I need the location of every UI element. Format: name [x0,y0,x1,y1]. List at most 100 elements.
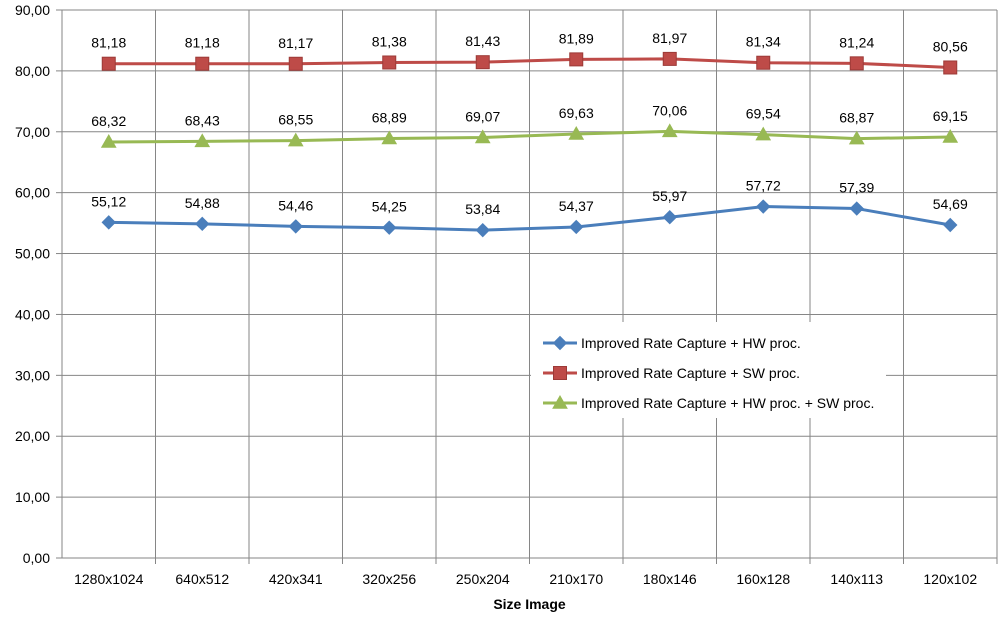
series-1: 55,12 54,88 54,46 54,25 53,84 54,37 55,97 57,72… [91,178,968,238]
y-tick-label: 30,00 [15,367,50,383]
data-label: 81,17 [278,35,313,51]
data-label: 81,18 [185,35,220,51]
data-point [849,56,864,71]
series-line [108,129,951,144]
legend-item: Improved Rate Capture + HW proc. [543,335,801,351]
data-label: 81,18 [91,35,126,51]
legend-swatch-marker [553,366,567,380]
data-label: 55,12 [91,193,126,209]
data-label: 69,15 [933,108,968,124]
x-tick-label: 120x102 [923,571,977,587]
data-point [848,130,865,145]
data-point [755,126,772,141]
y-tick-label: 90,00 [15,2,50,18]
y-tick-label: 50,00 [15,246,50,262]
x-tick-label: 140x113 [830,571,883,587]
data-label: 81,89 [559,30,594,46]
y-tick-label: 80,00 [15,63,50,79]
data-label: 57,72 [746,178,781,194]
legend-label: Improved Rate Capture + HW proc. [581,335,801,351]
data-label: 53,84 [465,201,500,217]
data-label: 69,54 [746,106,781,122]
series-3: 68,32 68,43 68,55 68,89 69,07 69,63 70,06 69,54… [91,102,968,148]
data-point [569,52,584,67]
data-label: 70,06 [652,102,687,118]
data-label: 69,63 [559,105,594,121]
legend-swatch-marker [552,335,568,351]
data-point [195,56,210,71]
y-tick-label: 20,00 [15,428,50,444]
x-tick-label: 180x146 [643,571,697,587]
series-line [108,57,951,69]
data-label: 81,38 [372,33,407,49]
data-point [943,60,958,75]
data-point [568,126,585,140]
data-label: 81,34 [746,34,781,50]
data-point [942,128,959,143]
data-label: 68,89 [372,110,407,126]
data-point [287,132,304,147]
x-tick-label: 640x512 [175,571,229,587]
legend-label: Improved Rate Capture + SW proc. [581,365,800,381]
y-tick-label: 0,00 [23,550,50,566]
data-point [381,130,398,145]
data-point [101,215,116,230]
data-point [195,216,210,232]
y-tick-label: 10,00 [15,489,50,505]
data-label: 55,97 [652,188,687,204]
x-tick-label: 210x170 [549,571,603,587]
x-tick-label: 1280x1024 [74,571,144,587]
x-tick-label: 250x204 [456,571,510,587]
data-point [661,123,678,138]
data-point [194,133,211,148]
y-tick-label: 60,00 [15,185,50,201]
y-tick-label: 70,00 [15,124,50,140]
data-label: 81,24 [839,34,874,50]
data-label: 68,43 [185,112,220,128]
data-point [101,56,116,71]
data-point [756,55,771,70]
x-axis-title: Size Image [493,596,566,612]
data-label: 68,87 [839,110,874,126]
series-line [108,205,951,232]
x-tick-label: 320x256 [362,571,416,587]
data-point [943,217,958,233]
data-point [475,222,490,238]
data-point [288,219,303,234]
data-label: 80,56 [933,38,968,54]
data-label: 81,43 [465,33,500,49]
legend-box [531,322,886,418]
x-tick-label: 420x341 [269,571,323,587]
legend: Improved Rate Capture + HW proc. Improved… [531,322,886,418]
data-label: 54,69 [933,196,968,212]
data-label: 68,55 [278,112,313,128]
gridlines [56,9,998,564]
legend-item: Improved Rate Capture + HW proc. + SW pr… [543,394,874,411]
data-point [756,199,771,214]
data-point [662,51,677,66]
data-label: 69,07 [465,108,500,124]
legend-label: Improved Rate Capture + HW proc. + SW pr… [581,395,874,411]
data-point [382,55,397,70]
data-point [382,220,397,235]
data-label: 68,32 [91,113,126,129]
data-point [288,56,303,71]
data-point [474,129,491,144]
data-label: 57,39 [839,180,874,196]
data-point [475,55,490,70]
legend-item: Improved Rate Capture + SW proc. [543,365,800,381]
y-tick-label: 40,00 [15,306,50,322]
data-point [569,219,584,235]
data-label: 54,46 [278,197,313,213]
data-label: 54,88 [185,195,220,211]
series-2: 81,18 81,18 81,17 81,38 81,43 81,89 81,97 81,34… [91,30,968,75]
data-point [849,201,864,216]
data-label: 54,37 [559,198,594,214]
data-label: 81,97 [652,30,687,46]
data-label: 54,25 [372,199,407,215]
data-point [100,133,117,148]
legend-swatch-marker [552,394,568,409]
x-tick-label: 160x128 [736,571,790,587]
